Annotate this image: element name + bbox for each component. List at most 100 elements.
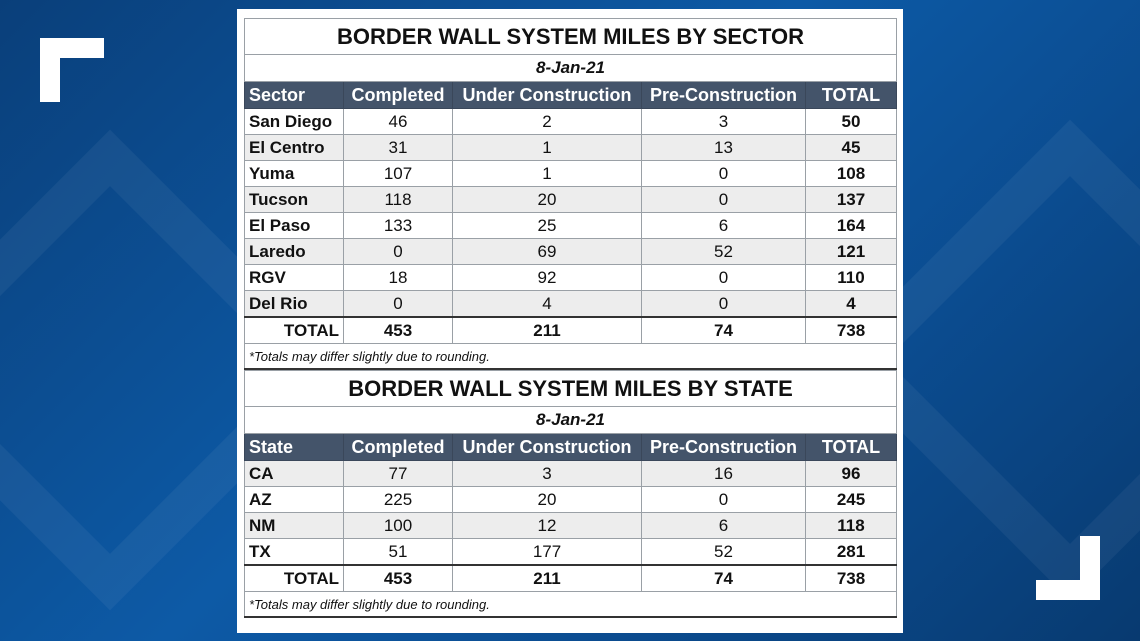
pre-construction-value: 13 bbox=[641, 134, 806, 161]
pre-construction-value: 0 bbox=[641, 486, 806, 513]
sector-table-title: BORDER WALL SYSTEM MILES BY SECTOR bbox=[243, 18, 898, 55]
grand-total: 738 bbox=[805, 564, 897, 592]
pre-construction-total: 74 bbox=[641, 564, 806, 592]
under-construction-value: 2 bbox=[452, 108, 642, 135]
state-title-row: BORDER WALL SYSTEM MILES BY STATE bbox=[244, 370, 897, 407]
pre-construction-value: 6 bbox=[641, 212, 806, 239]
total-value: 281 bbox=[805, 538, 897, 566]
pre-construction-total: 74 bbox=[641, 316, 806, 344]
under-construction-value: 4 bbox=[452, 290, 642, 318]
table-row: Yuma 107 1 0 108 bbox=[244, 160, 898, 187]
table-row: NM 100 12 6 118 bbox=[244, 512, 897, 539]
completed-value: 133 bbox=[343, 212, 453, 239]
under-construction-value: 3 bbox=[452, 460, 642, 487]
completed-value: 225 bbox=[343, 486, 453, 513]
header-completed: Completed bbox=[343, 81, 453, 109]
sector-name: San Diego bbox=[244, 108, 344, 135]
under-construction-value: 177 bbox=[452, 538, 642, 566]
completed-value: 0 bbox=[343, 238, 453, 265]
header-total: TOTAL bbox=[805, 433, 897, 461]
table-row: TX 51 177 52 281 bbox=[244, 538, 897, 566]
header-total: TOTAL bbox=[804, 81, 898, 109]
pre-construction-value: 6 bbox=[641, 512, 806, 539]
completed-value: 31 bbox=[343, 134, 453, 161]
under-construction-total: 211 bbox=[452, 564, 642, 592]
under-construction-value: 69 bbox=[452, 238, 642, 265]
header-completed: Completed bbox=[343, 433, 453, 461]
total-value: 137 bbox=[804, 186, 898, 213]
total-label: TOTAL bbox=[244, 564, 344, 592]
state-name: TX bbox=[244, 538, 344, 566]
completed-total: 453 bbox=[343, 316, 453, 344]
rounding-note: *Totals may differ slightly due to round… bbox=[243, 343, 898, 370]
header-sector: Sector bbox=[244, 81, 344, 109]
pre-construction-value: 0 bbox=[641, 186, 806, 213]
pre-construction-value: 16 bbox=[641, 460, 806, 487]
state-table-date: 8-Jan-21 bbox=[244, 406, 897, 434]
pre-construction-value: 0 bbox=[641, 264, 806, 291]
completed-value: 100 bbox=[343, 512, 453, 539]
table-row: Tucson 118 20 0 137 bbox=[244, 186, 898, 213]
sector-table-date: 8-Jan-21 bbox=[243, 54, 898, 82]
state-total-row: TOTAL 453 211 74 738 bbox=[244, 564, 897, 592]
sector-name: Tucson bbox=[244, 186, 344, 213]
state-name: CA bbox=[244, 460, 344, 487]
under-construction-value: 20 bbox=[452, 486, 642, 513]
table-row: Laredo 0 69 52 121 bbox=[244, 238, 898, 265]
total-value: 121 bbox=[804, 238, 898, 265]
completed-value: 77 bbox=[343, 460, 453, 487]
sector-name: El Centro bbox=[244, 134, 344, 161]
completed-total: 453 bbox=[343, 564, 453, 592]
sector-title-row: BORDER WALL SYSTEM MILES BY SECTOR bbox=[243, 18, 898, 55]
table-row: Del Rio 0 4 0 4 bbox=[244, 290, 898, 318]
table-row: El Paso 133 25 6 164 bbox=[244, 212, 898, 239]
tables-panel: BORDER WALL SYSTEM MILES BY SECTOR 8-Jan… bbox=[237, 9, 903, 633]
under-construction-value: 1 bbox=[452, 134, 642, 161]
under-construction-value: 92 bbox=[452, 264, 642, 291]
sector-name: Laredo bbox=[244, 238, 344, 265]
table-row: AZ 225 20 0 245 bbox=[244, 486, 897, 513]
pre-construction-value: 52 bbox=[641, 238, 806, 265]
total-value: 108 bbox=[804, 160, 898, 187]
pre-construction-value: 0 bbox=[641, 160, 806, 187]
sector-date-row: 8-Jan-21 bbox=[243, 54, 898, 82]
sector-header-row: Sector Completed Under Construction Pre-… bbox=[244, 81, 898, 109]
sector-note-row: *Totals may differ slightly due to round… bbox=[243, 343, 898, 370]
completed-value: 118 bbox=[343, 186, 453, 213]
completed-value: 51 bbox=[343, 538, 453, 566]
table-row: CA 77 3 16 96 bbox=[244, 460, 897, 487]
state-table: BORDER WALL SYSTEM MILES BY STATE 8-Jan-… bbox=[244, 370, 897, 618]
total-label: TOTAL bbox=[244, 316, 344, 344]
state-date-row: 8-Jan-21 bbox=[244, 406, 897, 434]
header-under-construction: Under Construction bbox=[452, 433, 642, 461]
pre-construction-value: 3 bbox=[641, 108, 806, 135]
sector-name: RGV bbox=[244, 264, 344, 291]
sector-table: BORDER WALL SYSTEM MILES BY SECTOR 8-Jan… bbox=[243, 18, 898, 370]
total-value: 45 bbox=[804, 134, 898, 161]
sector-name: Del Rio bbox=[244, 290, 344, 318]
total-value: 118 bbox=[805, 512, 897, 539]
header-pre-construction: Pre-Construction bbox=[641, 81, 806, 109]
total-value: 245 bbox=[805, 486, 897, 513]
state-name: NM bbox=[244, 512, 344, 539]
state-name: AZ bbox=[244, 486, 344, 513]
under-construction-value: 20 bbox=[452, 186, 642, 213]
state-header-row: State Completed Under Construction Pre-C… bbox=[244, 433, 897, 461]
header-state: State bbox=[244, 433, 344, 461]
table-row: El Centro 31 1 13 45 bbox=[244, 134, 898, 161]
sector-name: Yuma bbox=[244, 160, 344, 187]
pre-construction-value: 0 bbox=[641, 290, 806, 318]
state-table-title: BORDER WALL SYSTEM MILES BY STATE bbox=[244, 370, 897, 407]
sector-total-row: TOTAL 453 211 74 738 bbox=[244, 316, 898, 344]
under-construction-value: 1 bbox=[452, 160, 642, 187]
under-construction-value: 12 bbox=[452, 512, 642, 539]
sector-name: El Paso bbox=[244, 212, 344, 239]
pre-construction-value: 52 bbox=[641, 538, 806, 566]
under-construction-value: 25 bbox=[452, 212, 642, 239]
completed-value: 46 bbox=[343, 108, 453, 135]
total-value: 96 bbox=[805, 460, 897, 487]
table-row: RGV 18 92 0 110 bbox=[244, 264, 898, 291]
completed-value: 18 bbox=[343, 264, 453, 291]
completed-value: 0 bbox=[343, 290, 453, 318]
state-note-row: *Totals may differ slightly due to round… bbox=[244, 591, 897, 618]
